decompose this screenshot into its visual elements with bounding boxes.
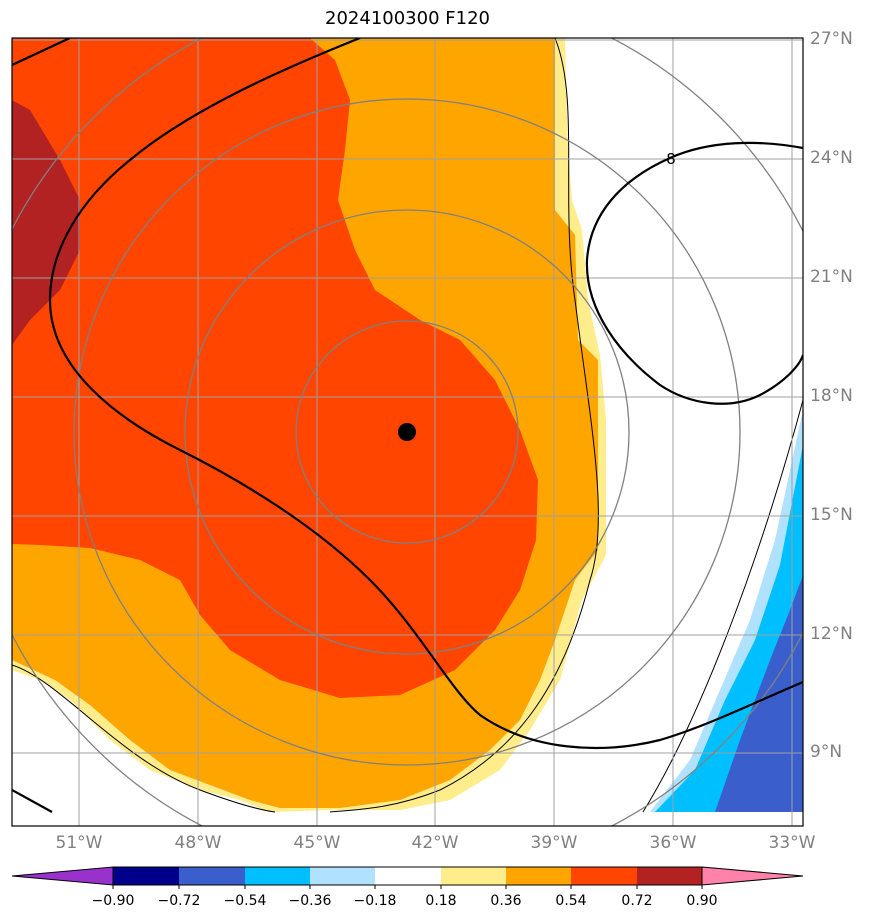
colorbar-bin: [637, 867, 702, 885]
lon-label-45w: 45°W: [293, 833, 341, 853]
lon-label-42w: 42°W: [411, 833, 459, 853]
colorbar-bin: [113, 867, 179, 885]
lat-label-24n: 24°N: [810, 148, 853, 168]
colorbar-extend-low: [11, 866, 114, 886]
colorbar-tick-label: −0.90: [91, 893, 135, 909]
domain-boundary-line-left: [12, 664, 276, 813]
lon-label-36w: 36°W: [649, 833, 697, 853]
lon-label-33w: 33°W: [768, 833, 816, 853]
colorbar-extend-high: [701, 866, 804, 886]
colorbar-tick-label: 0.90: [686, 893, 718, 909]
lat-label-12n: 12°N: [810, 624, 853, 644]
lat-label-21n: 21°N: [810, 267, 853, 287]
contour-line-top: [12, 38, 71, 66]
colorbar: [11, 866, 804, 889]
field-fill-orange-red: [12, 38, 538, 698]
colorbar-tick-label: −0.18: [353, 893, 397, 909]
range-rings: [12, 38, 803, 826]
colorbar-bin: [179, 867, 245, 885]
colorbar-frame: [112, 866, 703, 886]
contour-line-main: [48, 38, 803, 750]
lon-label-39w: 39°W: [530, 833, 578, 853]
colorbar-tick-label: −0.72: [157, 893, 201, 909]
contour-line-closed: [585, 141, 803, 405]
lat-label-9n: 9°N: [810, 742, 843, 762]
colorbar-bin: [441, 867, 506, 885]
colorbar-tick-label: 0.18: [425, 893, 457, 909]
colorbar-bin: [375, 867, 441, 885]
colorbar-bin: [571, 867, 637, 885]
field-fill-firebrick: [12, 100, 80, 345]
lon-label-51w: 51°W: [55, 833, 103, 853]
graticule: [12, 38, 803, 826]
contour-label: 8: [666, 150, 676, 168]
colorbar-tick-label: −0.36: [288, 893, 332, 909]
map-plot-area: [12, 38, 803, 826]
colorbar-bin: [310, 867, 375, 885]
contour-line-bottom-left: [12, 789, 53, 813]
colorbar-bin: [506, 867, 571, 885]
lon-label-48w: 48°W: [174, 833, 222, 853]
map-frame: [11, 37, 804, 827]
storm-center-marker: [398, 423, 416, 441]
domain-boundary-line-right: [642, 399, 803, 813]
lat-label-18n: 18°N: [810, 386, 853, 406]
colorbar-tick-label: 0.36: [490, 893, 522, 909]
colorbar-bin: [245, 867, 310, 885]
colorbar-tick-label: −0.54: [223, 893, 267, 909]
colorbar-tick-label: 0.72: [621, 893, 653, 909]
lat-label-27n: 27°N: [810, 29, 853, 49]
lat-label-15n: 15°N: [810, 505, 853, 525]
figure-title: 2024100300 F120: [325, 8, 490, 29]
colorbar-tick-label: 0.54: [555, 893, 587, 909]
